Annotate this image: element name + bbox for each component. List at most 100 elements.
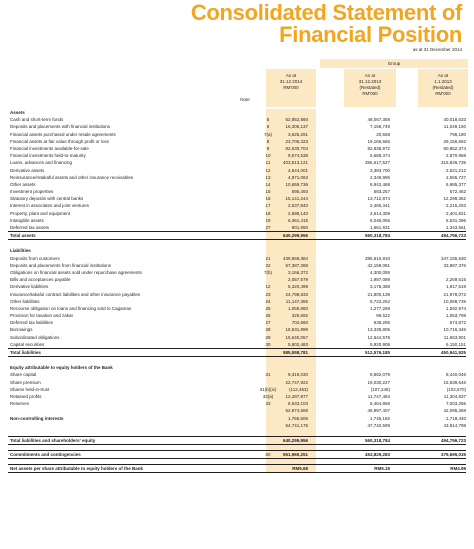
row-label: Loans, advances and financing bbox=[10, 160, 73, 166]
row-label: Deposits from customers bbox=[10, 255, 60, 261]
row-value-2013: 1,277,269 bbox=[369, 305, 390, 311]
asset-row: Other assets 14 10,659,736 8,942,468 6,985,3… bbox=[8, 181, 466, 188]
row-label: Insurance/takaful contract liabilities a… bbox=[10, 291, 141, 297]
section-title-liabilities: Liabilities bbox=[8, 247, 466, 254]
total-liabilities-2013-jan: 450,941,925 bbox=[440, 350, 466, 355]
row-value-2014: 12,287,977 bbox=[285, 393, 308, 399]
row-value-2014: 24,798,833 bbox=[285, 291, 308, 297]
liability-row: Other liabilities 24 11,147,365 8,722,252 10… bbox=[8, 298, 466, 305]
spacer bbox=[8, 357, 466, 364]
total-equity-2013-jan: 43,814,798 bbox=[443, 422, 466, 428]
col-header-2013-jan: As at 1.1.2013 (Restated) RM'000 bbox=[418, 69, 468, 107]
row-label: Capital securities bbox=[10, 341, 45, 347]
row-value-2013: 6,464,865 bbox=[369, 401, 390, 407]
equity-subtotal-2013: 45,997,407 bbox=[367, 408, 390, 414]
row-value-2014: 15,640,057 bbox=[285, 334, 308, 340]
equity-row: Share capital 31 9,319,030 8,862,079 8,440,0… bbox=[8, 371, 466, 378]
row-label: Provision for taxation and zakat bbox=[10, 313, 73, 319]
row-value-2014: 52,852,860 bbox=[285, 117, 308, 123]
row-value-2013-jan: 10,088,735 bbox=[443, 298, 466, 304]
col3-line4: RM'000 bbox=[435, 91, 451, 96]
row-value-2013-jan: 7,003,256 bbox=[445, 401, 466, 407]
commitments-note: 50 bbox=[265, 452, 271, 458]
row-note: 6 bbox=[266, 124, 270, 130]
col2-line1: As at bbox=[364, 73, 376, 78]
row-label: Financial assets purchased under resale … bbox=[10, 131, 116, 137]
row-value-2014: 595,493 bbox=[291, 189, 308, 195]
total-liabilities-equity-row: Total liabilities and shareholders' equi… bbox=[8, 435, 466, 446]
commitments-row: Commitments and contingencies 50 551,960… bbox=[8, 450, 466, 460]
total-assets-2014: 640,299,956 bbox=[282, 233, 308, 239]
row-note: 28 bbox=[265, 327, 271, 333]
row-value-2013-jan: 1,917,619 bbox=[445, 284, 466, 290]
row-value-2013-jan: 8,440,046 bbox=[445, 372, 466, 378]
row-note: 26 bbox=[265, 313, 271, 319]
asset-row: Interest in associates and joint venture… bbox=[8, 202, 466, 209]
total-equity-2014: 54,741,175 bbox=[285, 422, 308, 428]
nav-2013-jan: RM4.99 bbox=[450, 466, 466, 472]
row-note: 10 bbox=[265, 153, 271, 159]
row-value-2014: 439,569,384 bbox=[282, 255, 308, 261]
row-value-2014: 901,950 bbox=[291, 225, 308, 230]
row-label: Derivative liabilities bbox=[10, 284, 49, 290]
asset-row: Deposits and placements with financial i… bbox=[8, 123, 466, 130]
row-value-2013: 3,383,700 bbox=[369, 167, 390, 173]
note-header: Note bbox=[224, 69, 266, 107]
row-value-2013: 2,614,309 bbox=[369, 210, 390, 216]
row-label: Obligations on financial assets sold und… bbox=[10, 269, 142, 275]
row-value-2014: 702,660 bbox=[291, 320, 308, 326]
row-value-2013-jan: 15,639,646 bbox=[443, 379, 466, 385]
equity-subtotal-2013-jan: 42,095,358 bbox=[443, 408, 466, 414]
row-value-2013-jan: 798,180 bbox=[449, 131, 466, 137]
equity-row: Reserves 33 8,633,103 6,464,865 7,003,256 bbox=[8, 400, 466, 407]
row-value-2014: 2,688,140 bbox=[287, 210, 308, 216]
total-liabilities-2014: 585,558,781 bbox=[282, 350, 308, 355]
row-value-2013-jan: 21,978,072 bbox=[443, 291, 466, 297]
row-label: Financial investments held-to-maturity bbox=[10, 153, 86, 159]
row-value-2013-jan: 2,215,253 bbox=[445, 203, 466, 209]
total-le-2013-jan: 494,756,723 bbox=[440, 437, 466, 443]
row-value-2013-jan: 2,870,968 bbox=[445, 153, 466, 159]
nci-2013-jan: 1,719,440 bbox=[445, 415, 466, 421]
row-label: Bills and acceptances payable bbox=[10, 277, 71, 283]
row-note: 21 bbox=[265, 255, 271, 261]
row-value-2013: 3,176,388 bbox=[369, 284, 390, 290]
total-liabilities-2013: 512,576,185 bbox=[364, 350, 390, 355]
row-value-2013-jan: 1,343,561 bbox=[445, 225, 466, 230]
row-note: 22 bbox=[265, 262, 271, 268]
row-label: Retained profits bbox=[10, 393, 42, 399]
asset-row: Financial investments held-to-maturity 10… bbox=[8, 152, 466, 159]
row-value-2013: 639,285 bbox=[373, 320, 390, 326]
col2-line4: RM'000 bbox=[362, 91, 378, 96]
asset-row: Financial assets purchased under resale … bbox=[8, 131, 466, 138]
row-value-2013-jan: (102,670) bbox=[446, 386, 466, 392]
current-year-column-band bbox=[266, 109, 316, 473]
equity-subtotal-2014: 52,874,569 bbox=[285, 408, 308, 414]
row-label: Deferred tax assets bbox=[10, 225, 50, 230]
row-value-2013-jan: 40,018,633 bbox=[443, 117, 466, 123]
col1-line2: 31.12.2014 bbox=[279, 79, 303, 84]
group-header: Group bbox=[320, 59, 468, 68]
row-value-2013: 5,668,374 bbox=[369, 153, 390, 159]
row-label: Intangible assets bbox=[10, 217, 44, 223]
commitments-2013: 453,829,283 bbox=[364, 452, 390, 458]
liabilities-title: Liabilities bbox=[10, 248, 31, 254]
row-note: 13 bbox=[265, 174, 271, 180]
commitments-2013-jan: 379,695,035 bbox=[440, 452, 466, 458]
row-note: 15 bbox=[265, 189, 271, 195]
row-value-2013: 2,349,995 bbox=[369, 174, 390, 180]
col3-line2: 1.1.2013 bbox=[434, 79, 452, 84]
row-label: Other liabilities bbox=[10, 298, 40, 304]
row-value-2013: 11,747,484 bbox=[367, 393, 390, 399]
nav-2013: RM5.19 bbox=[374, 466, 390, 472]
row-value-2013-jan: 2,269,515 bbox=[445, 277, 466, 283]
row-value-2013-jan: 2,401,821 bbox=[445, 210, 466, 216]
row-value-2014: 11,147,365 bbox=[285, 298, 308, 304]
row-note: 31 bbox=[265, 372, 271, 378]
row-label: Deposits and placements with financial i… bbox=[10, 124, 111, 130]
row-value-2013: 8,722,252 bbox=[369, 298, 390, 304]
row-value-2013-jan: 33,887,376 bbox=[443, 262, 466, 268]
row-value-2013: 6,045,056 bbox=[369, 217, 390, 223]
section-title-equity: Equity attributable to equity holders of… bbox=[8, 364, 466, 371]
row-value-2013-jan: 315,826,735 bbox=[440, 160, 466, 166]
